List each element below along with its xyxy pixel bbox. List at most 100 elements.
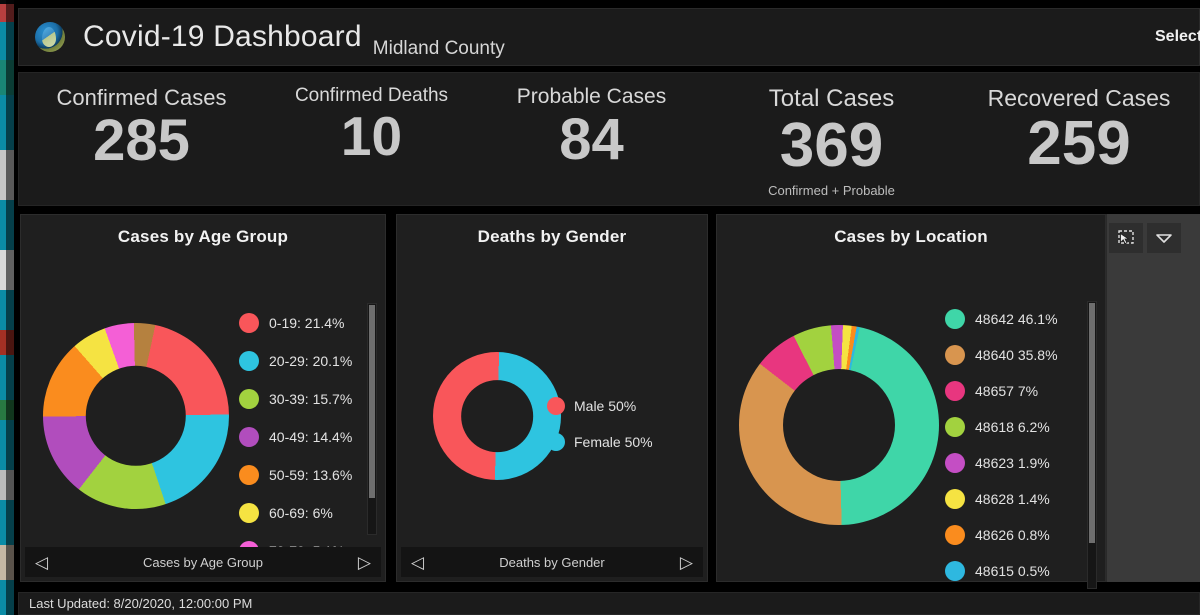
kpi-value: 369: [779, 110, 884, 180]
map-panel[interactable]: Mt F (: [1106, 214, 1200, 615]
legend-swatch-icon: [945, 345, 965, 365]
legend-swatch-icon: [239, 313, 259, 333]
globe-logo-icon: [35, 22, 65, 52]
chevron-left-icon[interactable]: ◁: [35, 552, 49, 572]
legend-swatch-icon: [945, 561, 965, 581]
kpi-label: Confirmed Deaths: [294, 85, 449, 106]
panel-title: Cases by Location: [834, 227, 988, 246]
page-subtitle: Midland County: [372, 38, 505, 59]
legend-label: 48626 0.8%: [975, 527, 1050, 543]
legend-item[interactable]: 30-39: 15.7%: [239, 389, 352, 409]
chevron-right-icon[interactable]: ▷: [357, 552, 371, 572]
kpi-value: 259: [1027, 109, 1131, 179]
legend-item[interactable]: 50-59: 13.6%: [239, 465, 352, 485]
legend-item[interactable]: 48626 0.8%: [945, 525, 1058, 545]
legend-label: 48615 0.5%: [975, 563, 1050, 579]
legend-label: 48657 7%: [975, 383, 1039, 399]
kpi-label: Total Cases: [768, 85, 895, 112]
panel-footer: ◁ Cases by Age Group ▷: [25, 547, 381, 577]
chevron-left-icon[interactable]: ◁: [411, 552, 425, 572]
chevron-right-icon[interactable]: ▷: [679, 552, 693, 572]
legend-item[interactable]: 48657 7%: [945, 381, 1058, 401]
legend-swatch-icon: [239, 465, 259, 485]
kpi-value: 285: [93, 108, 190, 174]
legend-label: 48618 6.2%: [975, 419, 1050, 435]
last-updated-text: Last Updated: 8/20/2020, 12:00:00 PM: [29, 596, 253, 611]
legend-item[interactable]: 48628 1.4%: [945, 489, 1058, 509]
legend-item[interactable]: 0-19: 21.4%: [239, 313, 352, 333]
donut-chart-cases-by-location[interactable]: [739, 325, 939, 525]
legend-label: 48642 46.1%: [975, 311, 1058, 327]
kpi-value: 84: [559, 107, 624, 173]
kpi-total-cases: Total Cases 369 Confirmed + Probable: [704, 73, 959, 198]
kpi-label: Confirmed Cases: [56, 85, 227, 110]
legend-scrollbar-thumb[interactable]: [369, 305, 375, 499]
kpi-note: Confirmed + Probable: [768, 182, 895, 198]
legend-swatch-icon: [547, 433, 565, 451]
kpi-confirmed-cases: Confirmed Cases 285: [19, 73, 264, 170]
donut-chart-cases-by-age-group[interactable]: [43, 323, 229, 509]
legend-item[interactable]: 48640 35.8%: [945, 345, 1058, 365]
legend-swatch-icon: [239, 503, 259, 523]
legend-label: 48623 1.9%: [975, 455, 1050, 471]
page-title: Covid-19 Dashboard: [83, 20, 362, 53]
legend-swatch-icon: [945, 525, 965, 545]
kpi-label: Recovered Cases: [987, 85, 1171, 111]
legend-swatch-icon: [945, 417, 965, 437]
legend-item[interactable]: 48623 1.9%: [945, 453, 1058, 473]
kpi-label: Probable Cases: [516, 85, 667, 108]
legend-item[interactable]: 48642 46.1%: [945, 309, 1058, 329]
legend-swatch-icon: [239, 351, 259, 371]
legend-cases-by-age-group: 0-19: 21.4% 20-29: 20.1% 30-39: 15.7% 40-49…: [239, 313, 352, 561]
panel-title: Deaths by Gender: [477, 227, 627, 246]
legend-cases-by-location: 48642 46.1% 48640 35.8% 48657 7% 48618 6.2%…: [945, 309, 1058, 581]
donut-chart-deaths-by-gender[interactable]: [433, 352, 561, 480]
legend-item[interactable]: 48615 0.5%: [945, 561, 1058, 581]
panel-deaths-by-gender: Deaths by Gender Male 50% Female 50% ◁ De…: [396, 214, 708, 582]
legend-item[interactable]: 60-69: 6%: [239, 503, 352, 523]
legend-label: 48628 1.4%: [975, 491, 1050, 507]
select-by-rectangle-icon[interactable]: [1108, 222, 1144, 254]
legend-item[interactable]: 48618 6.2%: [945, 417, 1058, 437]
legend-swatch-icon: [239, 427, 259, 447]
select-button[interactable]: Select: [1155, 28, 1200, 45]
panel-footer: ◁ Deaths by Gender ▷: [401, 547, 703, 577]
legend-swatch-icon: [945, 453, 965, 473]
legend-label: 50-59: 13.6%: [269, 467, 353, 483]
adjacent-window-sliver: [0, 0, 14, 615]
legend-label: Male 50%: [574, 398, 637, 414]
map-toolbar: [1108, 222, 1182, 254]
kpi-probable-cases: Probable Cases 84: [479, 73, 704, 169]
kpi-strip: Confirmed Cases 285 Confirmed Deaths 10 …: [18, 72, 1200, 206]
legend-scrollbar[interactable]: [1087, 301, 1097, 589]
legend-label: 0-19: 21.4%: [269, 315, 345, 331]
sliver-mask: [6, 0, 14, 615]
legend-deaths-by-gender: Male 50% Female 50%: [547, 397, 653, 451]
panel-footer-label: Cases by Age Group: [143, 554, 263, 570]
panel-cases-by-age-group: Cases by Age Group 0-19: 21.4% 20-29: 20.…: [20, 214, 386, 582]
legend-label: 20-29: 20.1%: [269, 353, 353, 369]
legend-scrollbar-thumb[interactable]: [1089, 303, 1095, 544]
legend-swatch-icon: [945, 381, 965, 401]
legend-swatch-icon: [945, 489, 965, 509]
kpi-confirmed-deaths: Confirmed Deaths 10: [264, 73, 479, 164]
app-header: Covid-19 Dashboard Midland County Select: [18, 8, 1200, 66]
status-bar: Last Updated: 8/20/2020, 12:00:00 PM: [18, 592, 1200, 615]
kpi-recovered-cases: Recovered Cases 259: [959, 73, 1199, 175]
legend-label: 60-69: 6%: [269, 505, 333, 521]
legend-swatch-icon: [239, 389, 259, 409]
legend-label: Female 50%: [574, 434, 653, 450]
legend-item[interactable]: Female 50%: [547, 433, 653, 451]
legend-item[interactable]: 40-49: 14.4%: [239, 427, 352, 447]
panel-title: Cases by Age Group: [117, 227, 289, 246]
legend-label: 40-49: 14.4%: [269, 429, 353, 445]
legend-swatch-icon: [945, 309, 965, 329]
legend-item[interactable]: Male 50%: [547, 397, 653, 415]
panel-cases-by-location: Cases by Location 48642 46.1% 48640 35.8%…: [716, 214, 1106, 589]
legend-label: 48640 35.8%: [975, 347, 1058, 363]
kpi-value: 10: [340, 104, 403, 167]
legend-label: 30-39: 15.7%: [269, 391, 353, 407]
legend-scrollbar[interactable]: [367, 303, 377, 535]
legend-item[interactable]: 20-29: 20.1%: [239, 351, 352, 371]
chevron-down-icon[interactable]: [1146, 222, 1182, 254]
